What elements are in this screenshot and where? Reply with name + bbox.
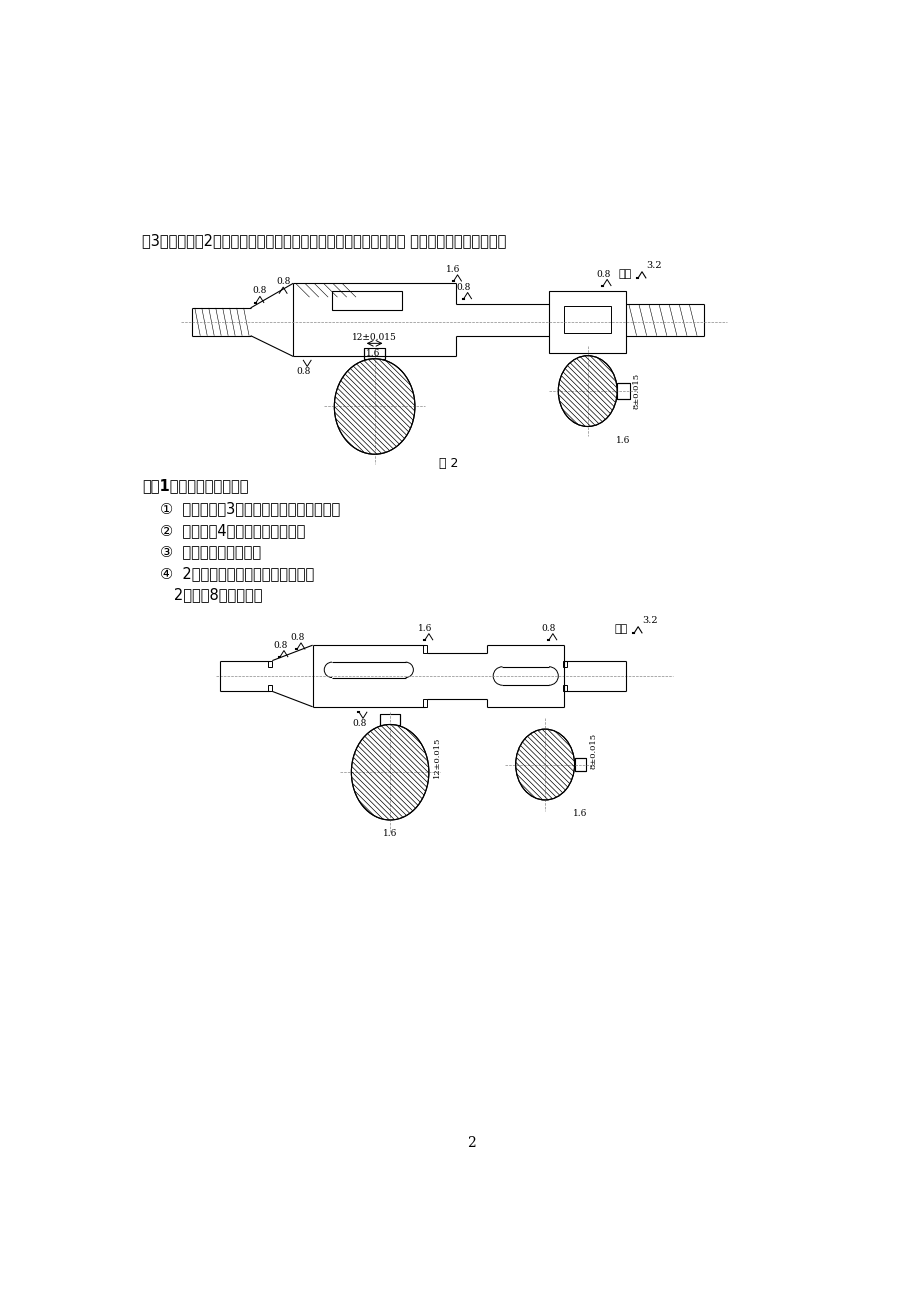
Ellipse shape <box>351 724 428 820</box>
Bar <box>562 685 566 691</box>
Text: 1.6: 1.6 <box>573 810 586 818</box>
Bar <box>564 306 610 333</box>
Text: 0.8: 0.8 <box>456 283 471 292</box>
Text: 1.6: 1.6 <box>445 266 460 273</box>
Text: 其余: 其余 <box>614 625 628 634</box>
Text: 0.8: 0.8 <box>276 276 290 285</box>
Bar <box>574 758 585 772</box>
Text: 3.2: 3.2 <box>641 616 657 625</box>
Bar <box>549 290 626 353</box>
Text: 0.8: 0.8 <box>352 719 366 728</box>
Bar <box>562 660 566 667</box>
Text: ③  右边键槽无法加工；: ③ 右边键槽无法加工； <box>160 544 261 560</box>
Bar <box>267 685 272 691</box>
Text: 3.2: 3.2 <box>645 262 661 271</box>
Text: 1.6: 1.6 <box>417 624 432 633</box>
Ellipse shape <box>516 729 574 799</box>
Text: 答：1）结构工艺性缺陷：: 答：1）结构工艺性缺陷： <box>142 478 248 493</box>
Text: （3）试分析图2所示零件在结构工艺性上有哪些缺陷？如何改进？ 画出改进后的零件简图。: （3）试分析图2所示零件在结构工艺性上有哪些缺陷？如何改进？ 画出改进后的零件简… <box>142 233 506 249</box>
Text: ②  无倒角（4处），不便于处理；: ② 无倒角（4处），不便于处理； <box>160 523 305 538</box>
Text: 2）改进8处，如下：: 2）改进8处，如下： <box>160 587 262 603</box>
Text: 其余: 其余 <box>618 270 631 280</box>
Bar <box>267 660 272 667</box>
Text: 0.8: 0.8 <box>253 286 267 294</box>
Text: 1.6: 1.6 <box>382 829 397 838</box>
Text: 8±0.015: 8±0.015 <box>589 733 596 768</box>
Text: 图 2: 图 2 <box>438 457 458 470</box>
Bar <box>422 646 426 652</box>
Text: 1.6: 1.6 <box>616 436 630 445</box>
Text: 12±0.015: 12±0.015 <box>352 333 397 342</box>
Bar <box>380 713 400 724</box>
Bar <box>363 348 385 359</box>
Text: 0.8: 0.8 <box>289 633 304 642</box>
Bar <box>617 383 629 398</box>
Bar <box>422 699 426 707</box>
Text: 8±0.015: 8±0.015 <box>632 374 640 409</box>
Text: 0.8: 0.8 <box>596 270 610 279</box>
Ellipse shape <box>558 355 617 427</box>
Text: 12±0.015: 12±0.015 <box>432 736 440 777</box>
Ellipse shape <box>334 359 414 454</box>
Text: 1.6: 1.6 <box>366 349 380 358</box>
Text: ①  无退刀槽（3处）无法加工或不能清根；: ① 无退刀槽（3处）无法加工或不能清根； <box>160 501 340 516</box>
Text: 0.8: 0.8 <box>296 367 311 376</box>
Bar <box>332 290 402 310</box>
Text: 2: 2 <box>467 1135 475 1150</box>
Text: 0.8: 0.8 <box>541 624 556 633</box>
Text: ④  2个键槽方位不同，不便于加工。: ④ 2个键槽方位不同，不便于加工。 <box>160 566 314 581</box>
Text: 0.8: 0.8 <box>273 641 287 650</box>
